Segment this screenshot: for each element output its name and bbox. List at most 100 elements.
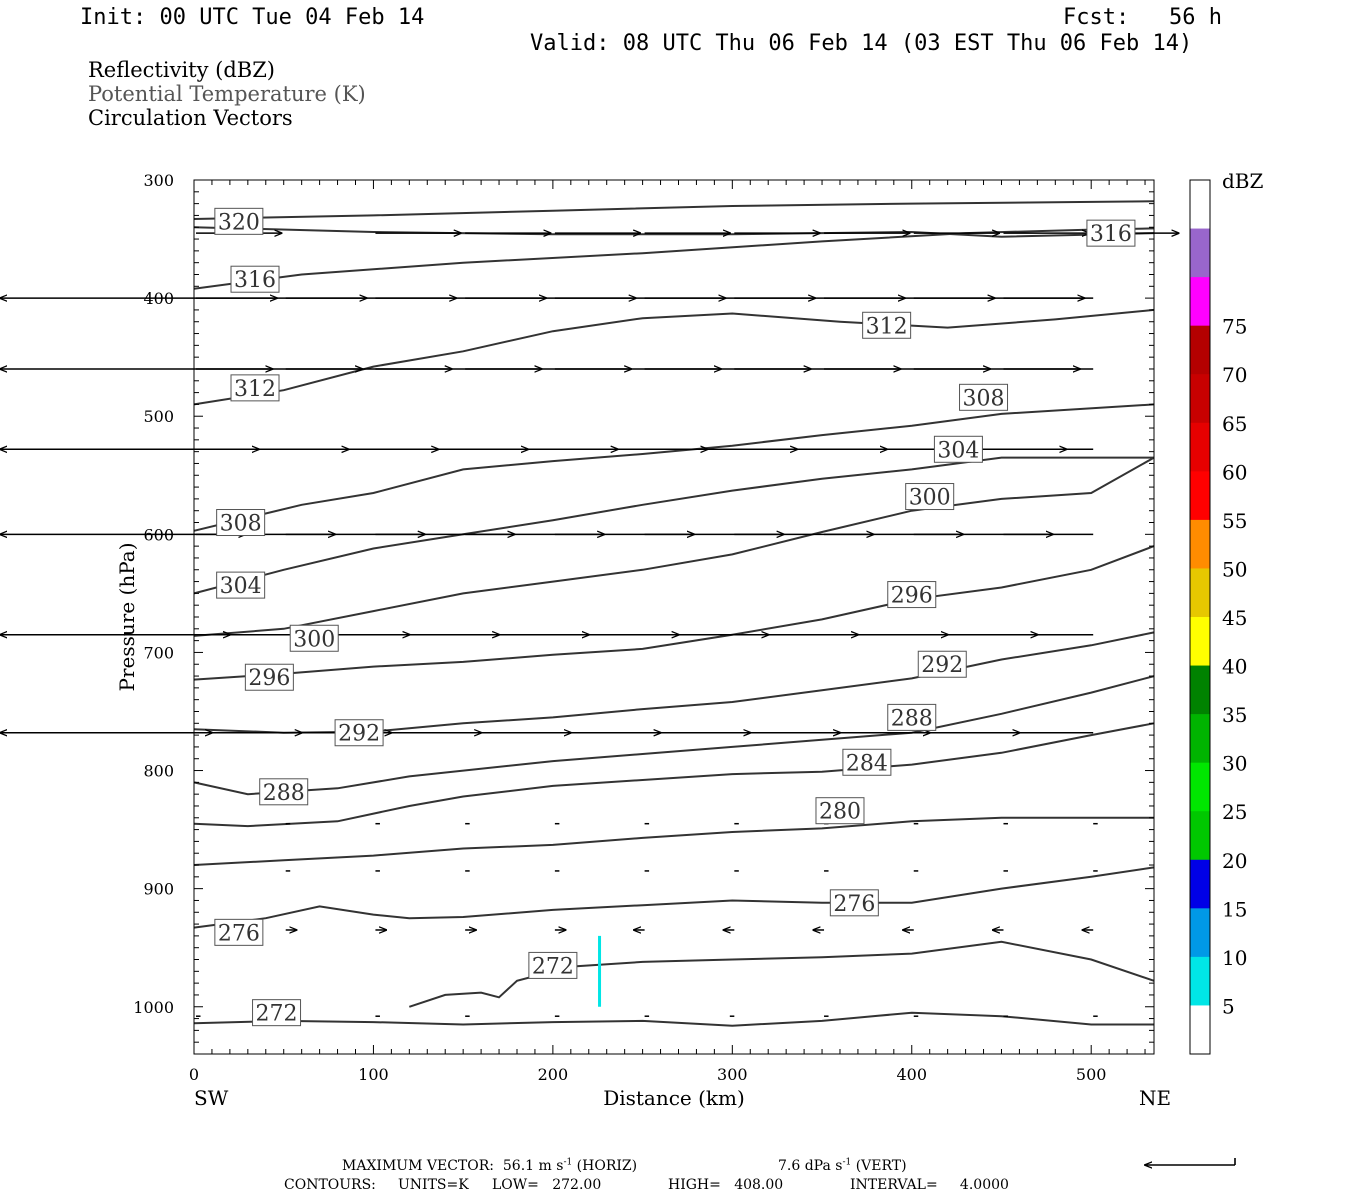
contour-label-2: 316 [1090, 222, 1132, 247]
x-tick-label-200: 200 [538, 1065, 569, 1084]
contour-label-box-1 [230, 265, 280, 293]
contour-label-0: 320 [218, 210, 260, 235]
contour-label-box-15 [887, 703, 937, 731]
contour-label-box-17 [842, 748, 892, 776]
contour-label-3: 312 [866, 314, 908, 339]
contour-label-box-0 [214, 207, 264, 235]
contour-label-14: 292 [338, 722, 380, 747]
max-horiz-unit: m s [538, 1158, 564, 1174]
contour-label-box-16 [259, 778, 309, 806]
y-tick-label-900: 900 [143, 880, 174, 899]
colorbar-title: dBZ [1222, 169, 1264, 193]
contour-label-5: 308 [963, 386, 1005, 411]
colorbar-label-65: 65 [1222, 412, 1247, 436]
contour-label-box-8 [216, 571, 266, 599]
plot-frame [193, 179, 1155, 1055]
theta-contour-288-15 [193, 675, 1155, 796]
y-tick-label-1000: 1000 [133, 998, 174, 1017]
colorbar-segment-6 [1190, 471, 1210, 521]
contour-label-box-14 [334, 719, 384, 747]
colorbar-segment-4 [1190, 374, 1210, 424]
colorbar-label-50: 50 [1222, 557, 1247, 581]
colorbar-segment-14 [1190, 859, 1210, 909]
contour-label-20: 276 [218, 921, 260, 946]
contour-label-box-9 [905, 483, 955, 511]
colorbar-label-30: 30 [1222, 752, 1247, 776]
colorbar-segment-9 [1190, 617, 1210, 667]
theta-contour-272-22 [193, 1011, 1154, 1027]
y-tick-label-800: 800 [143, 762, 174, 781]
x-tick-label-300: 300 [717, 1065, 748, 1084]
theta-contour-308-5 [193, 403, 1155, 532]
contour-label-box-12 [244, 663, 294, 691]
colorbar-segment-0 [1190, 180, 1210, 230]
colorbar-label-55: 55 [1222, 509, 1247, 533]
colorbar-segment-15 [1190, 908, 1210, 958]
contour-label-10: 300 [293, 627, 335, 652]
contour-label-8: 304 [220, 574, 262, 599]
contours-interval: INTERVAL= 4.0000 [850, 1177, 1009, 1193]
theta-contour-304-7 [193, 456, 1154, 595]
theta-contour-284-17 [193, 722, 1155, 828]
reference-vector [1145, 1158, 1236, 1165]
colorbar-label-40: 40 [1222, 655, 1247, 679]
colorbar-label-20: 20 [1222, 849, 1247, 873]
colorbar-label-35: 35 [1222, 703, 1247, 727]
colorbar-segment-5 [1190, 422, 1210, 472]
theta-contour-280-18 [193, 816, 1154, 866]
contour-label-18: 280 [819, 800, 861, 825]
contour-label-box-5 [959, 383, 1009, 411]
theta-contour-296-11 [193, 545, 1155, 681]
colorbar-label-5: 5 [1222, 994, 1235, 1018]
colorbar-segment-11 [1190, 714, 1210, 764]
max-horiz-value: 56.1 [502, 1158, 535, 1174]
theta-contour-276-19 [193, 866, 1155, 929]
max-vert-line: 7.6 dPa s-1 (VERT) [778, 1158, 907, 1174]
theta-contour-272-21 [408, 940, 1155, 1008]
y-axis-title: Pressure (hPa) [115, 543, 139, 692]
colorbar-segment-2 [1190, 277, 1210, 327]
contours-high: HIGH= 408.00 [668, 1177, 784, 1193]
max-horiz-sup: -1 [563, 1157, 573, 1168]
contour-label-box-19 [829, 889, 879, 917]
y-tick-label-400: 400 [143, 289, 174, 308]
contour-label-box-20 [214, 918, 264, 946]
contour-label-15: 288 [891, 706, 933, 731]
contour-label-12: 296 [248, 666, 290, 691]
contour-label-box-18 [815, 797, 865, 825]
colorbar-segment-3 [1190, 325, 1210, 375]
x-left-end-label: SW [194, 1086, 229, 1110]
contours-units: UNITS=K [398, 1177, 469, 1193]
contour-label-9: 300 [909, 486, 951, 511]
theta-contour-316-2 [193, 226, 1155, 238]
contour-label-21: 272 [532, 954, 574, 979]
x-tick-label-400: 400 [896, 1065, 927, 1084]
contour-label-box-2 [1086, 219, 1136, 247]
contour-label-7: 304 [937, 438, 979, 463]
contour-label-box-11 [887, 581, 937, 609]
x-right-end-label: NE [1139, 1086, 1171, 1110]
x-axis-title: Distance (km) [603, 1086, 745, 1110]
contours-label: CONTOURS: [284, 1177, 376, 1193]
contour-label-box-21 [528, 951, 578, 979]
colorbar-label-15: 15 [1222, 897, 1247, 921]
colorbar-segment-13 [1190, 811, 1210, 861]
colorbar-label-25: 25 [1222, 800, 1247, 824]
x-tick-label-0: 0 [189, 1065, 199, 1084]
contour-label-box-6 [216, 509, 266, 537]
legend-reflectivity: Reflectivity (dBZ) [88, 58, 276, 82]
contour-label-19: 276 [833, 892, 875, 917]
colorbar-label-70: 70 [1222, 363, 1247, 387]
colorbar-segment-12 [1190, 762, 1210, 812]
colorbar-segment-8 [1190, 568, 1210, 618]
y-tick-label-500: 500 [143, 407, 174, 426]
max-vector-label: MAXIMUM VECTOR: [342, 1158, 494, 1174]
contour-label-box-22 [252, 999, 302, 1027]
colorbar-segment-17 [1190, 1005, 1210, 1055]
colorbar-segment-1 [1190, 228, 1210, 278]
init-time: Init: 00 UTC Tue 04 Feb 14 [80, 5, 425, 30]
max-vert-tag: (VERT) [855, 1158, 907, 1174]
forecast-hour: Fcst: 56 h [1063, 5, 1222, 30]
contour-label-box-13 [917, 650, 967, 678]
